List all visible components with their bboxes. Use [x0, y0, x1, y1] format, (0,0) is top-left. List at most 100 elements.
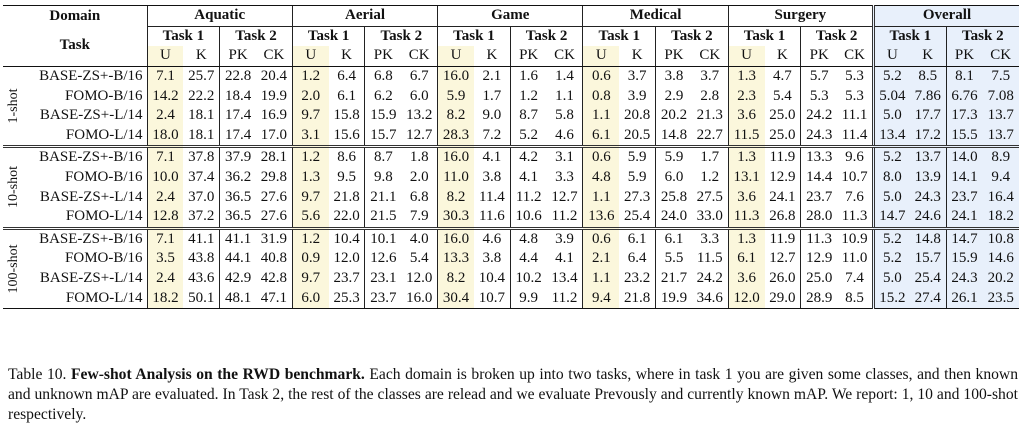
value-cell: 6.4	[627, 250, 647, 267]
value-cell: 9.4	[982, 167, 1019, 188]
method-name: BASE-ZS+-L/14	[39, 107, 143, 124]
value-cell: 8.5	[837, 288, 874, 309]
value-cell: 5.2	[871, 249, 910, 269]
value-cell: 26.1	[945, 288, 983, 309]
value-cell: 5.2	[509, 125, 547, 149]
value-cell: 2.0	[291, 86, 329, 106]
value-cell: 15.7	[909, 249, 947, 269]
method-name: BASE-ZS+-B/16	[39, 68, 143, 85]
value-cell: 5.9	[627, 149, 647, 166]
value-cell: 11.2	[546, 206, 583, 230]
value-cell: 21.8	[619, 288, 656, 309]
task1-header: Task 1	[582, 26, 656, 47]
value-cell: 8.6	[337, 149, 356, 166]
value-cell: 1.3	[727, 66, 765, 87]
value-cell: 12.0	[406, 270, 433, 287]
value-cell: 11.2	[546, 288, 583, 309]
value-cell: 2.9	[655, 86, 692, 106]
value-cell: 3.1	[555, 149, 574, 166]
value-cell: 20.4	[260, 68, 288, 85]
value-cell: 47.1	[256, 288, 293, 309]
value-cell: 11.9	[769, 149, 796, 166]
value-cell: 3.7	[700, 68, 720, 85]
value-cell: 0.8	[582, 86, 620, 106]
value-cell: 4.1	[482, 149, 502, 166]
value-cell: 3.8	[482, 250, 502, 267]
value-cell: 18.1	[188, 107, 215, 124]
value-cell: 9.8	[364, 167, 402, 188]
table-row: BASE-ZS+-L/14 2.4 37.0 36.5 27.6 9.7 21.8 21.1 6…	[3, 187, 1019, 207]
metric-row: U K PK CK U K PK CK U K PK CK U K PK CK U K PK CK U K PK CK	[3, 46, 1019, 67]
value-cell: 9.6	[845, 149, 864, 166]
value-cell: 4.7	[773, 68, 792, 85]
value-cell: 7.1	[146, 66, 184, 87]
value-cell: 24.2	[800, 105, 838, 126]
table-header: Domain Aquatic Aerial Game Medical Surgery Ove…	[3, 5, 1019, 67]
shot-label-text: 100-shot	[6, 244, 22, 294]
value-cell: 29.0	[764, 288, 801, 309]
value-cell: 37.0	[188, 188, 215, 205]
value-cell: 1.2	[509, 86, 547, 106]
value-cell: 27.3	[624, 188, 651, 205]
value-cell: 9.7	[291, 268, 329, 289]
value-cell: 14.0	[945, 146, 983, 168]
value-cell: 4.1	[509, 167, 547, 188]
value-cell: 24.0	[655, 206, 692, 230]
value-cell: 11.6	[473, 206, 511, 230]
value-cell: 27.6	[256, 206, 293, 230]
value-cell: 18.0	[146, 125, 184, 149]
value-cell: 3.8	[655, 66, 692, 87]
value-cell: 9.5	[337, 169, 356, 186]
value-cell: 23.2	[624, 270, 651, 287]
value-cell: 44.1	[219, 249, 256, 269]
value-cell: 13.6	[582, 206, 620, 230]
value-cell: 37.4	[188, 169, 215, 186]
value-cell: 26.0	[769, 270, 796, 287]
value-cell: 6.7	[409, 68, 429, 85]
value-cell: 12.9	[769, 169, 796, 186]
value-cell: 10.4	[333, 230, 360, 247]
value-cell: 12.0	[727, 288, 765, 309]
table-row: 1-shot BASE-ZS+-B/16 7.1 25.7 22.8 20.4 1.2 6.4…	[3, 66, 1019, 149]
value-cell: 8.5	[909, 66, 947, 87]
value-cell: 6.2	[364, 86, 402, 106]
value-cell: 10.0	[146, 167, 184, 188]
value-cell: 11.3	[800, 228, 838, 250]
task-row: Task Task 1 Task 2 Task 1 Task 2 Task 1 Task 2…	[3, 26, 1019, 67]
metric-header: K	[909, 46, 947, 67]
value-cell: 10.8	[982, 228, 1019, 250]
domain-row: Domain Aquatic Aerial Game Medical Surgery Ove…	[3, 5, 1019, 27]
value-cell: 11.3	[837, 206, 874, 230]
value-cell: 5.3	[845, 68, 864, 85]
value-cell: 5.8	[555, 107, 574, 124]
value-cell: 25.0	[800, 268, 838, 289]
value-cell: 25.0	[764, 125, 801, 149]
value-cell: 12.7	[401, 125, 438, 149]
value-cell: 31.9	[260, 230, 288, 247]
value-cell: 22.7	[691, 125, 729, 149]
value-cell: 16.0	[437, 228, 474, 250]
value-cell: 2.4	[146, 268, 184, 289]
domain-header: Aquatic	[146, 5, 293, 27]
value-cell: 24.3	[909, 187, 947, 207]
value-cell: 1.2	[700, 169, 720, 186]
value-cell: 16.4	[982, 187, 1019, 207]
value-cell: 8.2	[437, 105, 474, 126]
value-cell: 6.1	[727, 249, 765, 269]
value-cell: 23.5	[982, 288, 1019, 309]
value-cell: 12.7	[551, 188, 578, 205]
value-cell: 13.3	[800, 146, 838, 168]
value-cell: 37.2	[183, 206, 220, 230]
value-cell: 4.4	[509, 249, 547, 269]
value-cell: 24.6	[909, 206, 947, 230]
value-cell: 5.9	[437, 86, 474, 106]
method-name: FOMO-L/14	[25, 125, 148, 149]
value-cell: 16.0	[437, 66, 474, 87]
shot-label-text: 10-shot	[6, 166, 22, 209]
value-cell: 14.7	[945, 228, 983, 250]
shot-label-text: 1-shot	[6, 88, 22, 124]
table-row: BASE-ZS+-L/14 2.4 18.1 17.4 16.9 9.7 15.8 15.9 1…	[3, 105, 1019, 126]
value-cell: 24.3	[800, 125, 838, 149]
value-cell: 8.2	[437, 187, 474, 207]
value-cell: 36.5	[219, 206, 256, 230]
